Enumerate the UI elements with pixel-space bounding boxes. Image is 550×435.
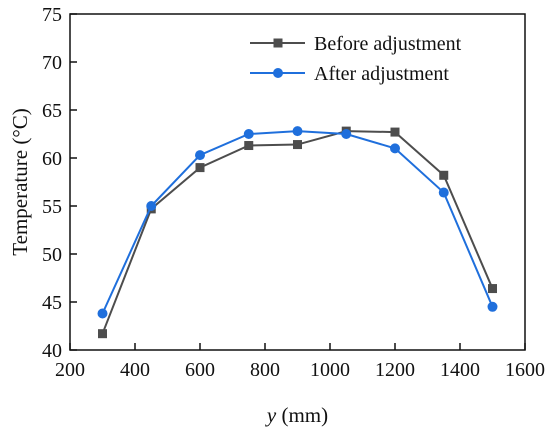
x-tick-label: 200 (55, 359, 85, 381)
legend-label: After adjustment (314, 63, 449, 85)
data-point (195, 163, 205, 173)
series-line (101, 130, 494, 335)
data-point (97, 308, 108, 319)
series-1 (98, 126, 497, 339)
data-point (390, 143, 400, 154)
y-tick-label: 65 (42, 100, 62, 122)
legend-label: Before adjustment (314, 33, 462, 55)
data-point (488, 284, 497, 294)
data-point (244, 141, 254, 151)
legend: Before adjustment After adjustment (250, 33, 462, 85)
series-line (101, 130, 494, 314)
data-point (146, 201, 157, 211)
series-layer (97, 126, 498, 339)
data-point (292, 126, 303, 137)
y-tick-label: 70 (42, 52, 62, 74)
y-tick-label: 60 (42, 148, 62, 170)
data-point (390, 127, 400, 137)
ticks-layer: 200 400 600 800 1000 1200 1400 1600 40 45 50 55 60 65… (42, 4, 545, 381)
x-tick-label: 1000 (310, 359, 350, 381)
legend-marker (273, 68, 283, 78)
data-point (438, 187, 449, 198)
x-tick-label: 600 (185, 359, 215, 381)
data-point (98, 329, 107, 339)
x-axis-label: y (mm) (265, 403, 328, 427)
data-point (341, 129, 352, 139)
x-tick-label: 1400 (440, 359, 480, 381)
x-axis-unit: (mm) (276, 403, 328, 427)
x-axis-variable: y (265, 403, 277, 427)
x-tick-label: 1200 (375, 359, 415, 381)
legend-marker (273, 38, 283, 48)
y-axis-label: Temperature (°C) (8, 108, 32, 255)
y-tick-label: 40 (42, 340, 62, 362)
data-point (243, 129, 254, 139)
y-tick-label: 50 (42, 244, 62, 266)
y-tick-label: 45 (42, 292, 62, 314)
data-point (195, 150, 205, 161)
data-point (439, 170, 449, 180)
y-tick-label: 75 (42, 4, 62, 26)
legend-item-2: After adjustment (250, 63, 449, 85)
data-point (487, 301, 498, 312)
x-tick-label: 1600 (505, 359, 545, 381)
series-2 (97, 126, 498, 319)
x-tick-label: 800 (250, 359, 280, 381)
y-tick-label: 55 (42, 196, 62, 218)
legend-item-1: Before adjustment (250, 33, 462, 55)
x-tick-label: 400 (120, 359, 150, 381)
data-point (293, 140, 302, 150)
plot-frame (69, 13, 526, 351)
